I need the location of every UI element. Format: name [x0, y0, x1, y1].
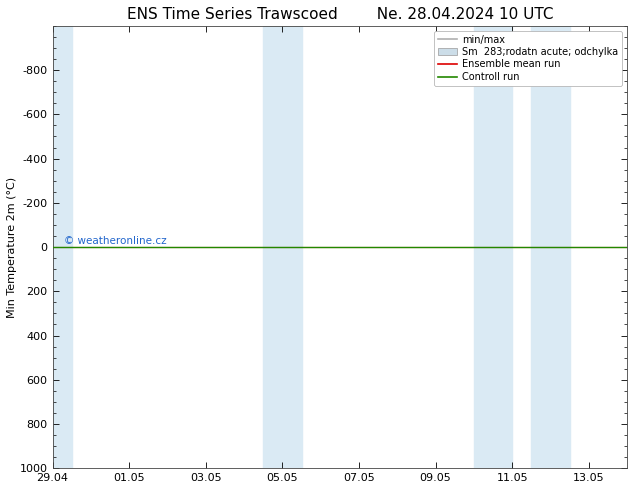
Y-axis label: Min Temperature 2m (°C): Min Temperature 2m (°C) — [7, 176, 17, 318]
Title: ENS Time Series Trawscoed        Ne. 28.04.2024 10 UTC: ENS Time Series Trawscoed Ne. 28.04.2024… — [127, 7, 553, 22]
Bar — [531, 26, 569, 468]
Bar — [53, 26, 72, 468]
Bar — [263, 26, 302, 468]
Legend: min/max, Sm  283;rodatn acute; odchylka, Ensemble mean run, Controll run: min/max, Sm 283;rodatn acute; odchylka, … — [434, 31, 622, 86]
Bar — [474, 26, 512, 468]
Text: © weatheronline.cz: © weatheronline.cz — [64, 236, 167, 245]
